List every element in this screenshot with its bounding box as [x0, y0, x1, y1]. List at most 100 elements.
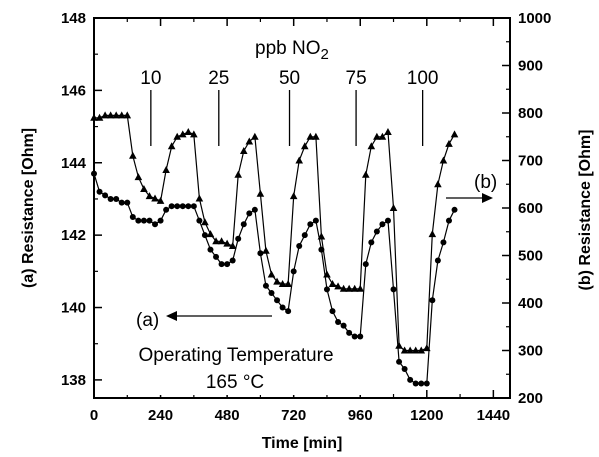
data-point-triangle — [400, 346, 409, 354]
x-axis: 0 240 480 720 960 1200 1440 — [90, 18, 510, 424]
data-point-circle — [179, 203, 186, 210]
data-point-triangle — [434, 180, 442, 188]
data-point-circle — [246, 210, 253, 217]
series-a-arrow-head — [166, 311, 177, 321]
data-point-circle — [335, 319, 342, 325]
data-point-triangle — [267, 270, 276, 278]
y-right-tick-label: 500 — [518, 248, 543, 265]
data-point-circle — [235, 235, 242, 242]
data-point-circle — [407, 376, 414, 383]
concentration-label: 100 — [407, 68, 439, 89]
data-point-circle — [434, 257, 441, 264]
y-right-tick-label: 700 — [518, 153, 543, 170]
x-tick-label: 240 — [148, 407, 173, 424]
data-point-circle — [323, 286, 330, 293]
data-point-triangle — [195, 194, 204, 202]
data-point-circle — [351, 333, 358, 340]
operating-temperature-label: Operating Temperature — [138, 345, 333, 366]
data-point-triangle — [228, 242, 237, 249]
y-axis-right: 200 300 400 500 600 700 800 900 1000 — [502, 10, 551, 407]
data-point-triangle — [378, 132, 387, 140]
data-point-circle — [190, 203, 197, 210]
data-point-triangle — [184, 128, 193, 135]
data-point-circle — [91, 170, 97, 177]
data-point-triangle — [90, 113, 98, 121]
data-point-triangle — [123, 111, 132, 119]
data-point-circle — [445, 217, 452, 224]
data-point-triangle — [95, 113, 104, 121]
concentration-markers: 10 25 50 75 100 — [140, 68, 438, 146]
data-point-circle — [168, 203, 175, 210]
x-tick-label: 0 — [90, 407, 98, 424]
series-b-label: (b) — [474, 172, 497, 193]
data-point-triangle — [450, 130, 459, 138]
data-point-circle — [296, 243, 303, 249]
data-point-triangle — [234, 170, 243, 178]
data-point-triangle — [345, 284, 353, 292]
series-b-pointer: (b) — [446, 172, 497, 203]
y-right-tick-label: 400 — [518, 295, 543, 312]
data-point-triangle — [145, 192, 154, 200]
data-point-circle — [440, 239, 447, 246]
data-point-circle — [201, 232, 208, 239]
data-point-triangle — [140, 185, 148, 192]
data-point-circle — [412, 380, 419, 387]
data-point-triangle — [428, 230, 437, 238]
data-point-triangle — [256, 189, 265, 197]
data-point-triangle — [217, 237, 226, 245]
concentration-label: 50 — [279, 68, 300, 89]
data-point-triangle — [350, 284, 359, 292]
data-point-triangle — [239, 147, 248, 154]
data-point-triangle — [251, 132, 259, 140]
data-point-circle — [279, 304, 286, 311]
x-tick-label: 480 — [215, 407, 240, 424]
series-layer — [90, 111, 459, 387]
data-point-triangle — [156, 196, 165, 204]
data-point-circle — [268, 290, 275, 297]
data-point-triangle — [373, 132, 381, 140]
series-a-label: (a) — [136, 310, 159, 331]
data-point-circle — [340, 322, 347, 329]
data-point-circle — [196, 217, 203, 224]
data-point-triangle — [129, 151, 137, 159]
data-point-triangle — [190, 130, 198, 138]
data-point-circle — [357, 333, 364, 340]
data-point-circle — [224, 261, 231, 268]
data-point-circle — [373, 228, 380, 235]
data-point-triangle — [284, 280, 292, 287]
y-right-tick-label: 200 — [518, 390, 543, 407]
y-left-tick-label: 142 — [61, 227, 86, 244]
y-left-tick-label: 138 — [61, 372, 86, 389]
data-point-circle — [118, 199, 125, 206]
data-point-circle — [307, 221, 314, 228]
data-point-triangle — [278, 280, 287, 287]
data-point-triangle — [117, 111, 126, 119]
series-b-arrow-head — [482, 193, 493, 203]
data-point-circle — [135, 217, 142, 224]
data-point-triangle — [395, 341, 403, 349]
data-point-triangle — [411, 346, 420, 354]
gas-label-text: ppb NO — [255, 38, 320, 59]
data-point-circle — [423, 380, 430, 387]
data-point-circle — [213, 253, 220, 260]
data-point-circle — [346, 329, 353, 336]
data-point-triangle — [339, 284, 348, 292]
concentration-label: 75 — [346, 68, 367, 89]
data-point-triangle — [334, 282, 342, 290]
data-point-triangle — [112, 111, 120, 119]
y-left-tick-label: 140 — [61, 300, 86, 317]
data-point-circle — [152, 221, 159, 228]
data-point-triangle — [317, 232, 326, 240]
data-point-triangle — [306, 132, 315, 140]
data-point-circle — [107, 195, 114, 202]
data-point-circle — [262, 282, 269, 289]
data-point-circle — [312, 217, 319, 224]
data-point-triangle — [384, 128, 392, 135]
y-left-tick-label: 144 — [61, 155, 87, 172]
data-point-triangle — [295, 156, 304, 164]
data-point-triangle — [417, 346, 426, 354]
data-point-circle — [146, 217, 153, 224]
y-left-tick-label: 146 — [61, 82, 86, 99]
data-point-circle — [301, 232, 308, 239]
